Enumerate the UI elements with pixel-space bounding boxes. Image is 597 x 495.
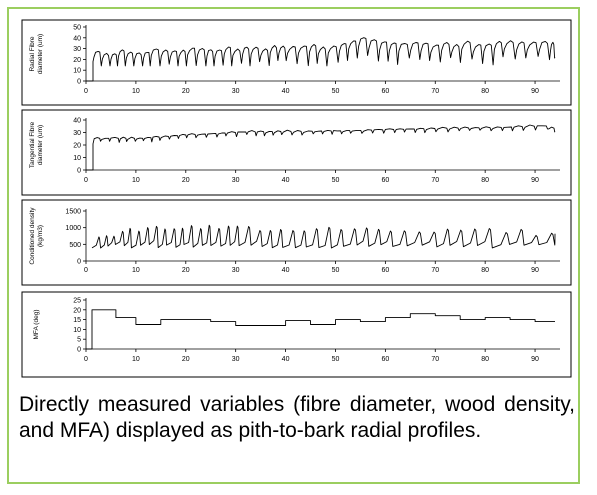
x-tick-label: 70	[431, 267, 439, 274]
y-tick-label: 500	[69, 242, 81, 249]
x-tick-label: 60	[381, 177, 389, 184]
chart-panel	[21, 109, 572, 196]
chart-panel	[21, 19, 572, 106]
data-series-line	[86, 37, 556, 82]
y-tick-label: 10	[73, 155, 81, 162]
y-tick-label: 40	[73, 118, 81, 125]
x-tick-label: 10	[132, 267, 140, 274]
y-tick-label: 10	[73, 327, 81, 334]
x-tick-label: 60	[381, 267, 389, 274]
y-tick-label: 15	[73, 317, 81, 324]
x-tick-label: 40	[282, 88, 290, 95]
x-tick-label: 40	[282, 177, 290, 184]
y-tick-label: 30	[73, 130, 81, 137]
y-tick-label: 0	[77, 168, 81, 175]
y-axis-label: Conditioned density(kg/m3)	[29, 207, 44, 265]
x-tick-label: 40	[282, 267, 290, 274]
x-tick-label: 20	[182, 267, 190, 274]
chart-panel	[21, 291, 572, 378]
x-tick-label: 50	[332, 88, 340, 95]
y-tick-label: 30	[73, 46, 81, 53]
x-tick-label: 90	[531, 356, 539, 363]
x-tick-label: 60	[381, 356, 389, 363]
y-tick-label: 20	[73, 307, 81, 314]
x-tick-label: 30	[232, 356, 240, 363]
x-tick-label: 0	[84, 356, 88, 363]
x-tick-label: 90	[531, 177, 539, 184]
chart-panel	[21, 199, 572, 286]
y-tick-label: 40	[73, 35, 81, 42]
data-series-line	[86, 124, 556, 171]
x-tick-label: 0	[84, 267, 88, 274]
y-tick-label: 1500	[65, 209, 81, 216]
y-axis-label: Radial Fibrediameter (um)	[29, 34, 44, 74]
x-tick-label: 70	[431, 177, 439, 184]
y-axis-label: Tangential Fibrediameter (um)	[29, 121, 44, 168]
x-tick-label: 30	[232, 88, 240, 95]
y-tick-label: 10	[73, 68, 81, 75]
x-tick-label: 80	[481, 88, 489, 95]
x-tick-label: 50	[332, 356, 340, 363]
x-tick-label: 10	[132, 177, 140, 184]
x-tick-label: 90	[531, 267, 539, 274]
x-tick-label: 70	[431, 356, 439, 363]
x-tick-label: 50	[332, 177, 340, 184]
x-tick-label: 10	[132, 88, 140, 95]
data-series-line	[91, 224, 556, 249]
x-tick-label: 30	[232, 267, 240, 274]
x-tick-label: 60	[381, 88, 389, 95]
y-tick-label: 25	[73, 298, 81, 305]
x-tick-label: 50	[332, 267, 340, 274]
y-tick-label: 0	[77, 259, 81, 266]
x-tick-label: 90	[531, 88, 539, 95]
y-tick-label: 0	[77, 347, 81, 354]
y-tick-label: 20	[73, 143, 81, 150]
y-tick-label: 5	[77, 337, 81, 344]
y-axis-label: MFA (deg)	[33, 310, 40, 340]
x-tick-label: 80	[481, 356, 489, 363]
x-tick-label: 80	[481, 177, 489, 184]
x-tick-label: 70	[431, 88, 439, 95]
y-tick-label: 20	[73, 57, 81, 64]
x-tick-label: 20	[182, 177, 190, 184]
y-tick-label: 0	[77, 79, 81, 86]
figure-caption: Directly measured variables (fibre diame…	[19, 393, 575, 442]
data-series-line	[86, 309, 555, 350]
y-tick-label: 50	[73, 25, 81, 32]
y-tick-label: 1000	[65, 225, 81, 232]
x-tick-label: 80	[481, 267, 489, 274]
x-tick-label: 40	[282, 356, 290, 363]
x-tick-label: 20	[182, 88, 190, 95]
x-tick-label: 20	[182, 356, 190, 363]
x-tick-label: 0	[84, 177, 88, 184]
x-tick-label: 10	[132, 356, 140, 363]
x-tick-label: 30	[232, 177, 240, 184]
x-tick-label: 0	[84, 88, 88, 95]
